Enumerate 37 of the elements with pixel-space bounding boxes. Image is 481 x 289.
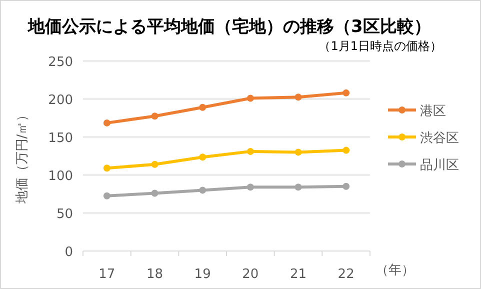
point <box>294 184 302 191</box>
y-tick-label: 150 <box>48 131 73 146</box>
point <box>199 186 206 194</box>
chart-title: 地価公示による平均地価（宅地）の推移（3区比較） <box>27 17 431 37</box>
y-axis-title: 地価（万円/㎡） <box>15 108 30 205</box>
point <box>103 119 110 126</box>
point <box>151 190 158 197</box>
chart-subtitle: （1月1日時点の価格） <box>318 39 442 53</box>
point <box>294 94 302 101</box>
point <box>294 148 302 156</box>
point <box>246 148 254 155</box>
point <box>342 182 350 190</box>
x-tick-label: 22 <box>338 267 354 282</box>
point <box>342 146 350 154</box>
x-tick-label: 21 <box>290 267 307 282</box>
y-tick-label: 50 <box>56 207 73 222</box>
x-tick-label: 20 <box>242 267 259 282</box>
x-tick-label: 19 <box>194 267 211 282</box>
x-tick-label: 17 <box>98 267 116 282</box>
point <box>103 164 110 172</box>
legend-label: 渋谷区 <box>420 131 459 146</box>
point <box>151 160 158 168</box>
point <box>103 192 110 200</box>
point <box>342 89 350 96</box>
point <box>246 184 254 191</box>
point <box>199 104 206 111</box>
x-axis-title: （年） <box>376 263 414 278</box>
y-tick-label: 250 <box>48 55 73 70</box>
y-tick-label: 200 <box>48 93 73 108</box>
point <box>151 112 158 120</box>
point <box>199 154 206 161</box>
x-tick-label: 18 <box>146 267 164 282</box>
legend-label: 品川区 <box>420 158 459 173</box>
point <box>246 94 254 102</box>
y-tick-label: 0 <box>64 245 73 260</box>
legend-label: 港区 <box>420 104 446 119</box>
y-tick-label: 100 <box>48 169 73 184</box>
